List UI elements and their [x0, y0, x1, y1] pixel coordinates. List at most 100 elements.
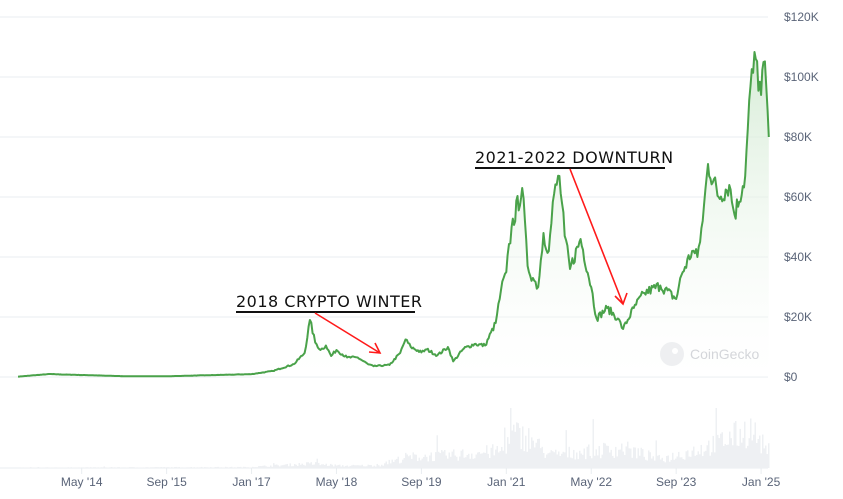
- volume-bar: [55, 467, 57, 468]
- volume-bar: [421, 458, 423, 468]
- volume-bar: [594, 455, 596, 468]
- volume-bar: [28, 467, 30, 468]
- volume-bar: [642, 449, 644, 468]
- volume-bar: [468, 453, 470, 468]
- volume-bar: [198, 467, 200, 468]
- volume-bar: [264, 465, 266, 468]
- volume-bar: [315, 462, 317, 468]
- x-tick-label: Sep '15: [146, 475, 187, 489]
- volume-bar: [469, 458, 471, 468]
- volume-bar: [450, 456, 452, 468]
- volume-bar: [559, 456, 561, 468]
- volume-bar: [64, 467, 66, 468]
- volume-bar: [193, 467, 195, 468]
- x-tick-label: Jan '21: [487, 475, 526, 489]
- volume-bar: [166, 467, 168, 468]
- volume-bar: [85, 467, 87, 468]
- volume-bar: [123, 467, 125, 468]
- volume-bar: [747, 445, 749, 468]
- volume-bar: [403, 458, 405, 468]
- volume-bar: [175, 466, 177, 468]
- volume-bar: [573, 449, 575, 468]
- volume-bar: [687, 450, 689, 468]
- volume-bar: [361, 464, 363, 468]
- volume-chart: [18, 408, 770, 468]
- volume-bar: [46, 467, 48, 468]
- volume-bar: [498, 452, 500, 468]
- volume-bar: [457, 460, 459, 468]
- volume-bar: [595, 449, 597, 468]
- volume-bar: [604, 443, 606, 468]
- volume-bar: [493, 455, 495, 468]
- volume-bar: [664, 462, 666, 468]
- volume-bar: [684, 459, 686, 468]
- volume-bar: [567, 457, 569, 468]
- volume-bar: [663, 461, 665, 468]
- volume-bar: [304, 465, 306, 468]
- volume-bar: [82, 467, 84, 468]
- volume-bar: [360, 465, 362, 468]
- volume-bar: [730, 438, 732, 468]
- volume-bar: [37, 466, 39, 468]
- volume-bar: [214, 467, 216, 468]
- volume-bar: [600, 458, 602, 468]
- volume-bar: [237, 466, 239, 468]
- volume-bar: [357, 465, 359, 468]
- volume-bar: [549, 452, 551, 468]
- volume-bar: [372, 466, 374, 468]
- volume-bar: [160, 467, 162, 468]
- volume-bar: [319, 465, 321, 468]
- volume-bar: [105, 467, 107, 468]
- volume-bar: [483, 452, 485, 468]
- volume-bar: [222, 467, 224, 468]
- volume-bar: [294, 464, 296, 468]
- volume-bar: [538, 438, 540, 468]
- volume-bar: [739, 428, 741, 468]
- volume-bar: [265, 466, 267, 468]
- volume-bar: [465, 457, 467, 468]
- volume-bar: [238, 467, 240, 468]
- volume-bar: [694, 455, 696, 468]
- volume-bar: [592, 419, 594, 468]
- volume-bar: [553, 452, 555, 468]
- volume-bar: [300, 464, 302, 468]
- volume-bar: [406, 454, 408, 468]
- volume-bar: [529, 448, 531, 468]
- volume-bar: [174, 466, 176, 468]
- volume-bar: [439, 453, 441, 468]
- volume-bar: [492, 444, 494, 468]
- red-arrow-icon: [314, 312, 382, 354]
- volume-bar: [675, 458, 677, 468]
- volume-bar: [22, 467, 24, 468]
- volume-bar: [580, 453, 582, 468]
- volume-bar: [576, 452, 578, 468]
- volume-bar: [100, 467, 102, 468]
- volume-bar: [45, 467, 47, 468]
- volume-bar: [609, 452, 611, 468]
- volume-bar: [427, 461, 429, 468]
- volume-bar: [477, 452, 479, 468]
- volume-bar: [547, 453, 549, 468]
- volume-bar: [117, 467, 119, 468]
- volume-bar: [426, 456, 428, 468]
- volume-bar: [204, 467, 206, 468]
- volume-bar: [397, 456, 399, 468]
- volume-bar: [480, 453, 482, 468]
- volume-bar: [574, 459, 576, 468]
- volume-bar: [112, 467, 114, 468]
- volume-bar: [447, 458, 449, 468]
- volume-bar: [313, 464, 315, 468]
- volume-bar: [601, 454, 603, 468]
- volume-bar: [67, 467, 69, 468]
- volume-bar: [354, 465, 356, 468]
- volume-bar: [352, 464, 354, 468]
- volume-bar: [732, 445, 734, 468]
- y-tick-label: $60K: [784, 190, 812, 204]
- volume-bar: [150, 467, 152, 468]
- volume-bar: [295, 464, 297, 468]
- volume-bar: [159, 467, 161, 468]
- volume-bar: [753, 434, 755, 468]
- volume-bar: [670, 459, 672, 468]
- volume-bar: [229, 467, 231, 468]
- volume-bar: [367, 464, 369, 468]
